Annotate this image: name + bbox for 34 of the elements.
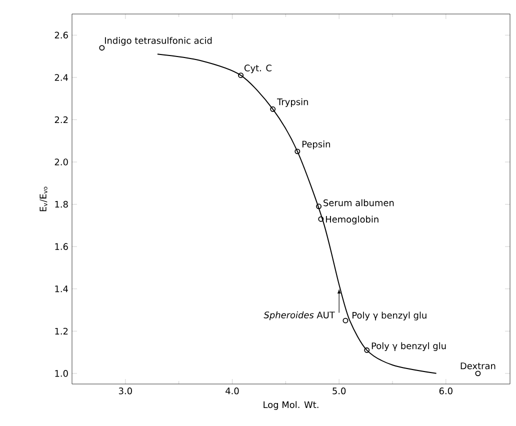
y-tick-label: 1.8 [55, 200, 68, 208]
x-tick-label: 6.0 [439, 388, 452, 394]
y-tick-label: 1.2 [55, 328, 68, 334]
annotation: Poly γ benzyl glu [352, 312, 426, 320]
annotation: Cyt. C [244, 64, 272, 74]
y-tick-label: 2.4 [54, 74, 68, 81]
x-tick-label: 5.0 [332, 388, 346, 394]
point [342, 318, 348, 324]
y-tick-label: 1.0 [55, 370, 68, 377]
y-tick-label: 2.6 [54, 32, 68, 39]
point [318, 216, 324, 222]
y-axis-title: E$_{v}$/E$_{vo}$ [40, 186, 48, 212]
annotation: Hemoglobin [326, 216, 378, 224]
y-tick-label: 2.0 [54, 158, 68, 166]
annotation: Dextran [460, 362, 496, 370]
annotation: Indigo tetrasulfonic acid [104, 36, 212, 46]
annotation: Poly γ benzyl glu [372, 342, 446, 351]
annotation: Serum albumen [324, 199, 394, 206]
point [238, 72, 244, 78]
x-tick-label: 3.0 [118, 388, 132, 394]
x-axis-title: Log Mol. Wt. [264, 401, 318, 410]
point [294, 148, 300, 154]
annotation: Spheroides AUT [264, 311, 335, 320]
annotation: Pepsin [302, 140, 330, 150]
point [99, 45, 105, 51]
point [475, 370, 481, 376]
y-tick-label: 2.2 [54, 116, 68, 124]
point [316, 204, 322, 210]
y-tick-label: 1.6 [55, 243, 68, 250]
annotation: Trypsin [277, 98, 308, 107]
x-tick-label: 4.0 [226, 388, 239, 394]
y-tick-label: 1.4 [55, 286, 68, 292]
point [270, 106, 276, 112]
point [364, 347, 370, 353]
